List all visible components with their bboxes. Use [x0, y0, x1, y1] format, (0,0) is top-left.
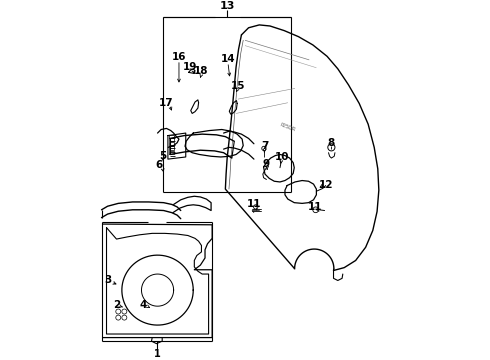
- Text: 7: 7: [261, 141, 269, 151]
- Text: 10: 10: [275, 152, 290, 162]
- Text: 2: 2: [113, 301, 120, 310]
- Text: 1: 1: [153, 348, 160, 359]
- Text: 15: 15: [231, 81, 245, 91]
- Text: 12: 12: [319, 180, 334, 190]
- Text: 4: 4: [140, 301, 147, 310]
- Text: 8: 8: [328, 138, 335, 148]
- Text: 14: 14: [220, 54, 235, 64]
- Text: 3: 3: [104, 275, 111, 285]
- Bar: [170, 142, 174, 145]
- Text: 9: 9: [262, 159, 270, 169]
- Bar: [170, 138, 174, 141]
- Bar: [170, 151, 174, 154]
- Text: 19: 19: [182, 62, 197, 72]
- Text: 11: 11: [307, 202, 322, 212]
- Text: 11: 11: [246, 199, 261, 210]
- Text: 13: 13: [220, 1, 235, 11]
- Text: P25DR: P25DR: [279, 122, 296, 133]
- Text: 16: 16: [172, 52, 186, 62]
- Text: 6: 6: [156, 160, 163, 170]
- Bar: [170, 135, 174, 138]
- Text: 18: 18: [194, 66, 209, 76]
- Bar: [170, 146, 174, 150]
- Text: 5: 5: [159, 150, 167, 161]
- Text: 17: 17: [158, 98, 173, 108]
